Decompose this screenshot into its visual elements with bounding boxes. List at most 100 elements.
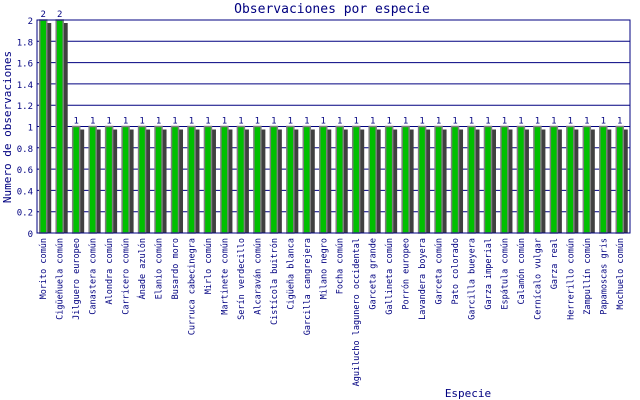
x-tick-label: Pato colorado <box>451 238 461 305</box>
x-axis-label: Especie <box>445 387 491 400</box>
x-tick-label: Espátula común <box>500 238 510 310</box>
bar-shadow <box>439 129 447 233</box>
bar <box>220 125 229 234</box>
data-label: 1 <box>172 117 177 127</box>
bar-shadow <box>241 129 249 233</box>
x-tick-label: Milano negro <box>319 238 329 299</box>
y-tick-label: 0.4 <box>17 187 33 197</box>
data-label: 1 <box>502 117 507 127</box>
bar <box>384 125 394 234</box>
x-tick-label: Jilguero europeo <box>72 238 82 320</box>
bar <box>615 125 625 234</box>
bar-shadow <box>571 129 579 233</box>
x-tick-label: Curruca cabecinegra <box>187 238 197 335</box>
bar-shadow <box>60 23 68 233</box>
y-tick-label: 1.8 <box>17 38 33 48</box>
bar <box>566 125 575 234</box>
data-label: 1 <box>535 117 540 127</box>
data-label: 1 <box>222 117 227 127</box>
chart-title: Observaciones por especie <box>234 2 430 17</box>
x-tick-label: Calamón común <box>516 238 527 305</box>
bar-shadow <box>554 129 562 233</box>
bar-shadow <box>406 129 414 233</box>
x-tick-label: Carricero común <box>122 238 132 315</box>
bar <box>253 125 262 234</box>
data-label: 1 <box>73 117 78 127</box>
data-label: 2 <box>57 10 62 20</box>
y-tick-label: 0.2 <box>17 209 33 219</box>
bar <box>170 125 180 234</box>
x-tick-label: Ánade azulón <box>136 238 148 299</box>
bar-shadow <box>291 129 299 233</box>
bar <box>549 125 559 234</box>
data-label: 1 <box>436 117 441 127</box>
plot-frame <box>36 19 631 234</box>
bar-shadow <box>373 129 381 233</box>
bar <box>582 125 592 234</box>
x-tick-label: Cernícalo vulgar <box>533 238 543 320</box>
bar <box>599 125 608 234</box>
data-label: 1 <box>156 117 161 127</box>
x-tick-label: Mirlo común <box>204 238 214 294</box>
x-tick-label: Canastera común <box>89 238 99 315</box>
data-label: 1 <box>321 117 326 127</box>
y-tick-label: 1.6 <box>17 60 33 70</box>
bar <box>88 125 97 234</box>
x-tick-label: Herrerillo común <box>566 238 576 320</box>
bar <box>533 125 542 234</box>
x-tick-label: Cigüeña blanca <box>286 238 296 310</box>
data-label: 1 <box>205 117 210 127</box>
bar <box>269 125 279 234</box>
data-label: 1 <box>419 117 424 127</box>
y-tick-label: 0 <box>28 230 33 240</box>
bar-shadow <box>472 129 480 233</box>
y-tick-label: 0.6 <box>17 166 33 176</box>
data-label: 1 <box>337 117 342 127</box>
bar <box>55 19 64 234</box>
x-tick-label: Cigüeñuela común <box>56 238 66 320</box>
x-tick-label: Mochuelo común <box>616 238 626 310</box>
bar <box>137 125 147 234</box>
x-tick-label: Garceta grande <box>369 238 379 310</box>
data-label: 1 <box>568 117 573 127</box>
data-label: 1 <box>139 117 144 127</box>
bar-shadow <box>488 129 496 233</box>
bar <box>483 125 493 234</box>
bar <box>450 125 460 234</box>
data-label: 1 <box>469 117 474 127</box>
bar-shadow <box>324 129 332 233</box>
bar <box>500 125 509 234</box>
bar <box>467 125 476 234</box>
bar-shadow <box>93 129 101 233</box>
x-tick-label: Focha común <box>336 238 346 294</box>
bar <box>302 125 312 234</box>
x-tick-label: Alcaraván común <box>253 238 263 315</box>
bar <box>417 125 427 234</box>
data-label: 1 <box>403 117 408 127</box>
bar <box>236 125 246 234</box>
data-label: 1 <box>304 117 309 127</box>
bar-shadow <box>521 129 529 233</box>
bar-shadow <box>44 23 52 233</box>
bar <box>516 125 526 234</box>
bar <box>401 125 410 234</box>
bar-shadow <box>159 129 167 233</box>
data-label: 1 <box>271 117 276 127</box>
bar-shadow <box>192 129 200 233</box>
data-label: 1 <box>518 117 523 127</box>
data-label: 1 <box>601 117 606 127</box>
data-label: 1 <box>238 117 243 127</box>
bar-shadow <box>258 129 266 233</box>
bar-shadow <box>208 129 216 233</box>
bar-shadow <box>126 129 134 233</box>
bar <box>38 19 48 234</box>
bar-shadow <box>604 129 612 233</box>
x-tick-label: Aguilucho lagunero occidental <box>352 238 362 386</box>
x-tick-label: Garcilla bueyera <box>468 238 478 320</box>
bar-shadow <box>390 129 398 233</box>
data-label: 1 <box>386 117 391 127</box>
data-label: 1 <box>370 117 375 127</box>
bar-shadow <box>505 129 513 233</box>
bar-shadow <box>176 129 184 233</box>
x-tick-label: Garza real <box>550 238 560 289</box>
